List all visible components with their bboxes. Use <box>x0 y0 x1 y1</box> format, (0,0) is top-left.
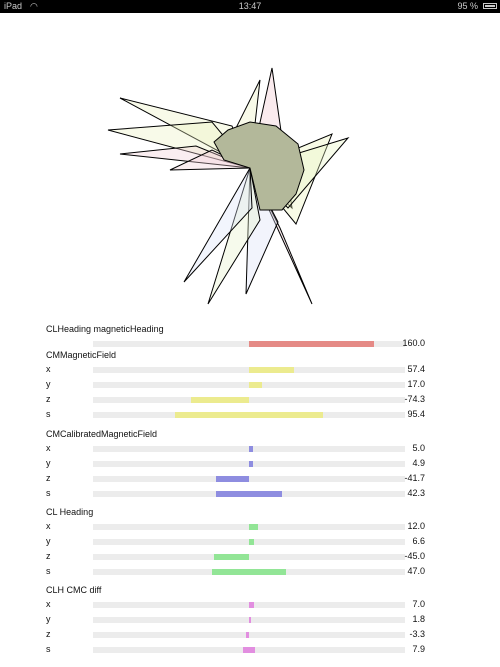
value-bar-fill <box>242 647 256 653</box>
value-readout: 57.4 <box>407 364 425 374</box>
axis-label: x <box>46 443 51 453</box>
axis-label: y <box>46 614 51 624</box>
value-bar-fill <box>174 412 324 418</box>
value-readout: 160.0 <box>402 338 425 348</box>
axis-label: x <box>46 364 51 374</box>
value-bar-fill <box>213 554 249 560</box>
value-bar-track <box>93 491 405 497</box>
axis-label: x <box>46 599 51 609</box>
value-readout: 4.9 <box>412 458 425 468</box>
value-bar-track <box>93 602 405 608</box>
value-bar-fill <box>212 569 286 575</box>
value-bar-fill <box>216 476 249 482</box>
value-bar-track <box>93 524 405 530</box>
value-readout: -41.7 <box>404 473 425 483</box>
value-bar-fill <box>249 524 259 530</box>
value-readout: 42.3 <box>407 488 425 498</box>
value-bar-fill <box>249 617 251 623</box>
value-bar-track <box>93 367 405 373</box>
value-bar-track <box>93 461 405 467</box>
value-bar-fill <box>249 461 253 467</box>
axis-label: s <box>46 644 51 654</box>
value-readout: 6.6 <box>412 536 425 546</box>
value-bar-fill <box>249 341 374 347</box>
axis-label: z <box>46 629 51 639</box>
axis-label: s <box>46 566 51 576</box>
value-bar-track <box>93 569 405 575</box>
section-title: CL Heading <box>46 507 94 517</box>
axis-label: y <box>46 458 51 468</box>
value-bar-track <box>93 397 405 403</box>
status-bar: iPad ◠ 13:47 95 % <box>0 0 500 13</box>
value-bar-track <box>93 382 405 388</box>
value-bar-fill <box>249 367 294 373</box>
value-bar-track <box>93 446 405 452</box>
section-title: CLHeading magneticHeading <box>46 324 164 334</box>
compass-triangle <box>183 166 253 283</box>
value-bar-track <box>93 539 405 545</box>
value-readout: -3.3 <box>409 629 425 639</box>
value-readout: -74.3 <box>404 394 425 404</box>
value-readout: 12.0 <box>407 521 425 531</box>
section-title: CMMagneticField <box>46 350 117 360</box>
axis-label: z <box>46 551 51 561</box>
value-readout: 5.0 <box>412 443 425 453</box>
clock: 13:47 <box>238 1 262 11</box>
wifi-icon: ◠ <box>30 1 38 11</box>
value-bar-fill <box>216 491 282 497</box>
value-readout: 1.8 <box>412 614 425 624</box>
axis-label: z <box>46 394 51 404</box>
device-name: iPad <box>4 1 23 11</box>
section-title: CLH CMC diff <box>46 585 102 595</box>
compass-visualization <box>107 67 350 305</box>
value-readout: 95.4 <box>407 409 425 419</box>
value-bar-fill <box>249 539 255 545</box>
value-bar-track <box>93 632 405 638</box>
axis-label: x <box>46 521 51 531</box>
section-title: CMCalibratedMagneticField <box>46 429 158 439</box>
value-bar-fill <box>249 602 255 608</box>
battery-icon <box>483 3 497 9</box>
battery-percent: 95 % <box>457 1 478 11</box>
value-bar-track <box>93 476 405 482</box>
value-bar-fill <box>191 397 249 403</box>
value-readout: 47.0 <box>407 566 425 576</box>
value-bar-track <box>93 412 405 418</box>
axis-label: z <box>46 473 51 483</box>
axis-label: s <box>46 488 51 498</box>
value-bar-track <box>93 617 405 623</box>
compass-center <box>213 121 305 211</box>
value-readout: 7.0 <box>412 599 425 609</box>
compass-triangle <box>207 167 261 305</box>
value-bar-track <box>93 341 405 347</box>
value-bar-fill <box>249 446 253 452</box>
value-bar-fill <box>249 382 263 388</box>
axis-label: s <box>46 409 51 419</box>
axis-label: y <box>46 379 51 389</box>
value-readout: 7.9 <box>412 644 425 654</box>
value-bar-fill <box>246 632 249 638</box>
value-readout: 17.0 <box>407 379 425 389</box>
value-readout: -45.0 <box>404 551 425 561</box>
axis-label: y <box>46 536 51 546</box>
value-bar-track <box>93 554 405 560</box>
value-bar-track <box>93 647 405 653</box>
